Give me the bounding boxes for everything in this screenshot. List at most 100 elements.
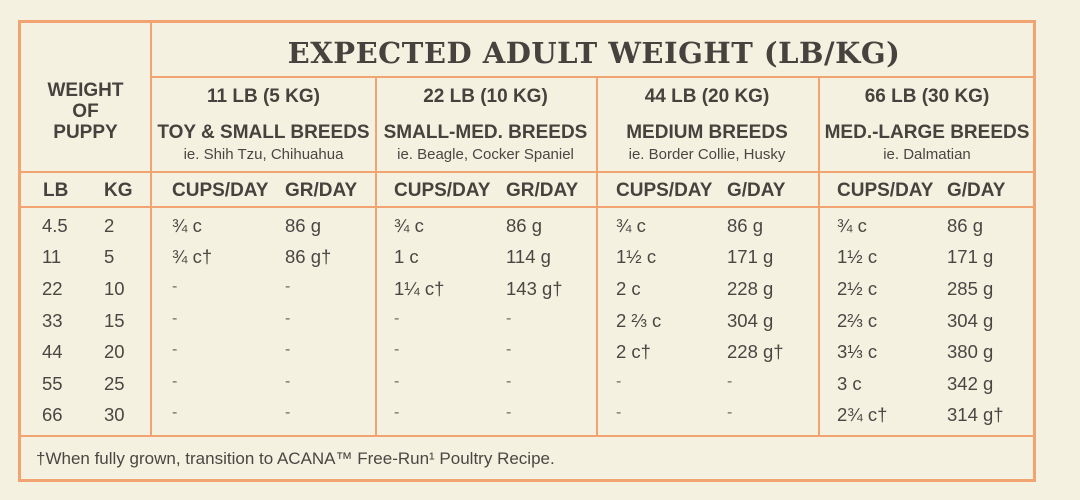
grams-per-day-cell: 285 g	[947, 278, 994, 299]
cups-per-day-cell: -	[394, 341, 400, 358]
grams-per-day-cell: -	[285, 404, 291, 421]
breed-size-label: SMALL-MED. BREEDS	[383, 122, 588, 143]
grams-per-day-cell: -	[506, 373, 512, 390]
cups-per-day-cell: 1½ c	[616, 246, 657, 267]
cups-per-day-cell: 1 c	[394, 246, 419, 267]
puppy-weight-kg: 10	[104, 278, 125, 299]
grams-per-day-cell: 86 g	[506, 215, 543, 236]
breed-size-label: MED.-LARGE BREEDS	[824, 122, 1030, 143]
grams-per-day-header: G/DAY	[947, 180, 1006, 201]
grams-per-day-cell: 228 g	[727, 278, 774, 299]
grams-per-day-cell: 304 g	[727, 310, 774, 331]
grams-per-day-cell: 171 g	[947, 246, 994, 267]
puppy-weight-kg: 2	[104, 215, 115, 236]
grams-per-day-cell: 380 g	[947, 341, 994, 362]
divider-puppy-column	[150, 22, 152, 436]
puppy-weight-lb: 4.5	[42, 215, 68, 236]
breed-example: ie. Border Collie, Husky	[628, 146, 786, 163]
cups-per-day-cell: -	[394, 404, 400, 421]
lb-column-header: LB	[43, 180, 69, 201]
divider-under-title	[152, 76, 1034, 78]
adult-weight-header: 11 LB (5 KG)	[207, 86, 320, 107]
puppy-weight-lb: 55	[42, 373, 63, 394]
cups-per-day-cell: 3⅓ c	[837, 341, 878, 362]
grams-per-day-cell: 86 g†	[285, 246, 332, 267]
grams-per-day-cell: 314 g†	[947, 404, 1004, 425]
adult-weight-header: 44 LB (20 KG)	[644, 86, 770, 107]
puppy-header-line-2: OF	[72, 101, 99, 122]
puppy-weight-kg: 15	[104, 310, 125, 331]
cups-per-day-header: CUPS/DAY	[394, 180, 491, 201]
divider-under-units	[20, 206, 1034, 208]
grams-per-day-cell: 114 g	[506, 246, 551, 267]
puppy-header-line-3: PUPPY	[53, 122, 118, 143]
cups-per-day-cell: 3 c	[837, 373, 862, 394]
cups-per-day-cell: 2⅔ c	[837, 310, 878, 331]
grams-per-day-header: GR/DAY	[506, 180, 579, 201]
grams-per-day-cell: -	[506, 341, 512, 358]
kg-column-header: KG	[104, 180, 133, 201]
cups-per-day-header: CUPS/DAY	[837, 180, 934, 201]
cups-per-day-cell: 2¾ c†	[837, 404, 888, 425]
cups-per-day-cell: -	[394, 373, 400, 390]
cups-per-day-cell: 2 c	[616, 278, 641, 299]
breed-size-label: TOY & SMALL BREEDS	[157, 122, 370, 143]
grams-per-day-cell: -	[506, 310, 512, 327]
cups-per-day-cell: -	[616, 404, 622, 421]
grams-per-day-cell: -	[506, 404, 512, 421]
grams-per-day-header: G/DAY	[727, 180, 786, 201]
cups-per-day-cell: -	[172, 278, 178, 295]
grams-per-day-cell: -	[285, 310, 291, 327]
puppy-header-line-1: WEIGHT	[47, 80, 124, 101]
puppy-weight-kg: 5	[104, 246, 115, 267]
cups-per-day-cell: 2 ⅔ c	[616, 310, 662, 331]
grams-per-day-header: GR/DAY	[285, 180, 358, 201]
divider-group-3	[818, 77, 820, 436]
puppy-weight-lb: 22	[42, 278, 63, 299]
adult-weight-header: 66 LB (30 KG)	[864, 86, 990, 107]
grams-per-day-cell: -	[285, 278, 291, 295]
cups-per-day-cell: -	[172, 310, 178, 327]
adult-weight-header: 22 LB (10 KG)	[423, 86, 548, 107]
grams-per-day-cell: 86 g	[947, 215, 984, 236]
breed-example: ie. Dalmatian	[883, 146, 971, 163]
puppy-weight-lb: 33	[42, 310, 63, 331]
grams-per-day-cell: -	[285, 373, 291, 390]
grams-per-day-cell: 86 g	[285, 215, 322, 236]
puppy-weight-lb: 66	[42, 404, 63, 425]
cups-per-day-cell: -	[394, 310, 400, 327]
puppy-weight-header: WEIGHT OF PUPPY	[20, 80, 151, 143]
footnote: †When fully grown, transition to ACANA™ …	[36, 449, 555, 468]
cups-per-day-cell: ¾ c	[394, 215, 424, 236]
grams-per-day-cell: -	[727, 373, 733, 390]
cups-per-day-cell: -	[172, 404, 178, 421]
cups-per-day-cell: 2 c†	[616, 341, 651, 362]
cups-per-day-cell: 1½ c	[837, 246, 878, 267]
puppy-weight-kg: 30	[104, 404, 125, 425]
cups-per-day-cell: -	[172, 373, 178, 390]
cups-per-day-cell: 2½ c	[837, 278, 878, 299]
cups-per-day-header: CUPS/DAY	[172, 180, 269, 201]
puppy-weight-lb: 44	[42, 341, 63, 362]
grams-per-day-cell: -	[727, 404, 733, 421]
grams-per-day-cell: 342 g	[947, 373, 994, 394]
table-title: EXPECTED ADULT WEIGHT (LB/KG)	[287, 36, 901, 70]
grams-per-day-cell: 228 g†	[727, 341, 784, 362]
grams-per-day-cell: 171 g	[727, 246, 774, 267]
cups-per-day-cell: -	[616, 373, 622, 390]
divider-above-footnote	[20, 435, 1034, 437]
breed-example: ie. Shih Tzu, Chihuahua	[183, 146, 344, 163]
cups-per-day-cell: -	[172, 341, 178, 358]
grams-per-day-cell: 304 g	[947, 310, 994, 331]
cups-per-day-cell: 1¼ c†	[394, 278, 445, 299]
puppy-weight-kg: 20	[104, 341, 125, 362]
grams-per-day-cell: 143 g†	[506, 278, 563, 299]
cups-per-day-cell: ¾ c†	[172, 246, 213, 267]
cups-per-day-cell: ¾ c	[172, 215, 202, 236]
divider-under-breeds	[20, 171, 1034, 173]
cups-per-day-header: CUPS/DAY	[616, 180, 713, 201]
breed-size-label: MEDIUM BREEDS	[626, 122, 788, 143]
puppy-weight-lb: 11	[42, 246, 62, 267]
breed-example: ie. Beagle, Cocker Spaniel	[397, 146, 574, 163]
divider-group-2	[596, 77, 598, 436]
